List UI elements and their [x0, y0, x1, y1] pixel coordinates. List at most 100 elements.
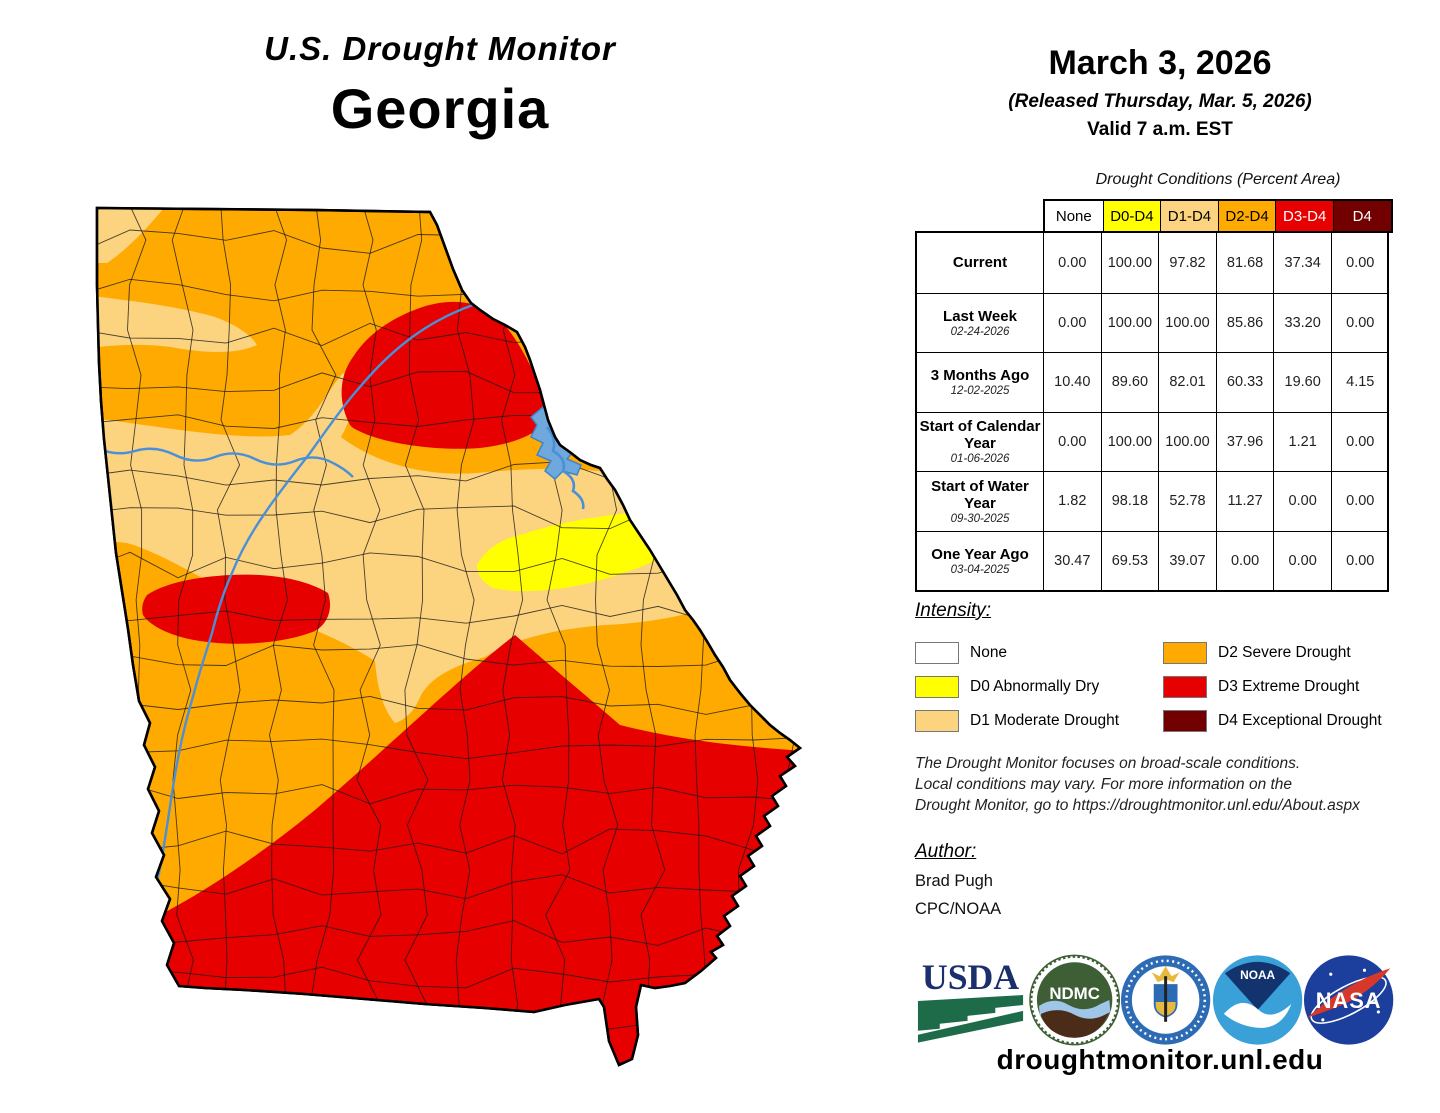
noaa-logo: NOAA — [1212, 955, 1302, 1045]
table-value-cell: 85.86 — [1215, 292, 1274, 352]
column-header-d0d4: D0-D4 — [1102, 201, 1161, 231]
author-heading: Author: — [915, 841, 977, 862]
legend-label: None — [970, 644, 1008, 661]
river-savannah-lakes — [545, 426, 585, 510]
table-value-cell: 100.00 — [1158, 411, 1216, 471]
legend-label: D0 Abnormally Dry — [970, 678, 1100, 695]
d0-swatch — [915, 676, 959, 698]
table-value-cell: 82.01 — [1158, 352, 1216, 412]
map-region-d1-nw — [97, 208, 163, 263]
footer-url[interactable]: droughtmonitor.unl.edu — [996, 1044, 1324, 1075]
table-value-cell: 89.60 — [1100, 352, 1159, 412]
legend-item-d3: D3 Extreme Drought — [1163, 670, 1425, 704]
legend-grid: None D2 Severe Drought D0 Abnormally Dry… — [915, 636, 1425, 738]
table-value-cell: 39.07 — [1158, 530, 1216, 590]
legend-heading: Intensity: — [915, 600, 992, 621]
table-value-cell: 37.34 — [1273, 233, 1331, 293]
table-caption: Drought Conditions (Percent Area) — [1095, 171, 1341, 188]
table-value-cell: 0.00 — [1330, 471, 1389, 531]
table-value-cell: 69.53 — [1100, 530, 1159, 590]
legend-item-d2: D2 Severe Drought — [1163, 636, 1425, 670]
drought-conditions-table: None D0-D4 D1-D4 D2-D4 D3-D4 D4 Current 0… — [915, 199, 1393, 592]
table-value-cell: 30.47 — [1043, 530, 1101, 590]
state-title: Georgia — [330, 77, 550, 140]
column-header-d2d4: D2-D4 — [1217, 201, 1276, 231]
legend-label: D2 Severe Drought — [1218, 644, 1351, 661]
table-value-cell: 19.60 — [1273, 352, 1331, 412]
table-value-cell: 0.00 — [1330, 292, 1389, 352]
table-body: Current 0.00 100.00 97.82 81.68 37.34 0.00 Last… — [915, 231, 1389, 592]
georgia-drought-map — [85, 195, 845, 1095]
table-value-cell: 1.21 — [1273, 411, 1331, 471]
table-value-cell: 81.68 — [1215, 233, 1274, 293]
d2-swatch — [1163, 642, 1207, 664]
legend-label: D1 Moderate Drought — [970, 712, 1120, 729]
table-value-cell: 0.00 — [1043, 292, 1101, 352]
table-value-cell: 100.00 — [1158, 292, 1216, 352]
column-header-d4: D4 — [1332, 201, 1391, 231]
d4-swatch — [1163, 710, 1207, 732]
legend-item-none: None — [915, 636, 1163, 670]
table-value-cell: 60.33 — [1215, 352, 1274, 412]
state-outline — [95, 206, 803, 1067]
intensity-legend: Intensity: None D2 Severe Drought D0 Abn… — [915, 600, 1425, 738]
none-swatch — [915, 642, 959, 664]
table-value-cell: 52.78 — [1158, 471, 1216, 531]
table-value-cell: 0.00 — [1330, 233, 1389, 293]
disclaimer-line: Local conditions may vary. For more info… — [915, 776, 1293, 793]
release-date: (Released Thursday, Mar. 5, 2026) — [1008, 91, 1312, 112]
table-value-cell: 0.00 — [1215, 530, 1274, 590]
table-row-label: Start of Calendar Year 01-06-2026 — [917, 411, 1043, 472]
table-value-cell: 100.00 — [1100, 411, 1159, 471]
table-value-cell: 0.00 — [1043, 233, 1101, 293]
map-region-d3-south — [105, 635, 800, 1065]
table-value-cell: 0.00 — [1273, 530, 1331, 590]
map-region-d3-west — [142, 574, 331, 644]
map-region-d1-central-swath — [97, 373, 725, 723]
valid-time: Valid 7 a.m. EST — [1087, 119, 1233, 140]
d1-swatch — [915, 710, 959, 732]
disclaimer-link-line[interactable]: Drought Monitor, go to https://droughtmo… — [915, 797, 1360, 814]
d3-swatch — [1163, 676, 1207, 698]
river-west-branch — [97, 445, 354, 478]
table-header-row: None D0-D4 D1-D4 D2-D4 D3-D4 D4 — [1043, 199, 1393, 233]
title-block: U.S. Drought Monitor Georgia — [0, 30, 880, 141]
table-value-cell: 4.15 — [1330, 352, 1389, 412]
nasa-logo: NASA — [1303, 955, 1394, 1045]
georgia-map-svg — [95, 206, 803, 1067]
author-org: CPC/NOAA — [915, 900, 1002, 918]
column-header-d1d4: D1-D4 — [1160, 201, 1218, 231]
disclaimer-line: The Drought Monitor focuses on broad-sca… — [915, 755, 1301, 772]
table-value-cell: 0.00 — [1330, 411, 1389, 471]
table-row-label: Last Week 02-24-2026 — [917, 292, 1043, 353]
legend-label: D3 Extreme Drought — [1218, 678, 1360, 695]
svg-text:USDA: USDA — [922, 957, 1019, 997]
table-value-cell: 37.96 — [1215, 411, 1274, 471]
legend-label: D4 Exceptional Drought — [1218, 712, 1382, 729]
dept-of-commerce-logo — [1121, 955, 1211, 1045]
author-name: Brad Pugh — [915, 872, 993, 890]
map-date: March 3, 2026 — [1048, 44, 1272, 82]
table-value-cell: 97.82 — [1158, 233, 1216, 293]
disclaimer-text: The Drought Monitor focuses on broad-sca… — [915, 753, 1440, 816]
column-header-d3d4: D3-D4 — [1275, 201, 1333, 231]
author-block: Author: Brad Pugh CPC/NOAA — [915, 841, 1001, 919]
usda-logo: USDA — [917, 957, 1024, 1043]
table-value-cell: 0.00 — [1273, 471, 1331, 531]
date-block: March 3, 2026 (Released Thursday, Mar. 5… — [880, 44, 1440, 141]
table-row-label: 3 Months Ago 12-02-2025 — [917, 352, 1043, 412]
table-value-cell: 98.18 — [1100, 471, 1159, 531]
table-row-label: Start of Water Year 09-30-2025 — [917, 471, 1043, 531]
table-value-cell: 10.40 — [1043, 352, 1101, 412]
ndmc-logo: NDMC — [1029, 954, 1121, 1046]
table-value-cell: 100.00 — [1100, 233, 1159, 293]
table-value-cell: 1.82 — [1043, 471, 1101, 531]
table-value-cell: 11.27 — [1215, 471, 1274, 531]
legend-item-d4: D4 Exceptional Drought — [1163, 704, 1425, 738]
report-title: U.S. Drought Monitor — [264, 30, 616, 67]
svg-text:NASA: NASA — [1316, 988, 1382, 1013]
table-value-cell: 33.20 — [1273, 292, 1331, 352]
agency-logos: USDA NDMC NOAA — [912, 952, 1394, 1048]
svg-text:NOAA: NOAA — [1240, 968, 1275, 982]
